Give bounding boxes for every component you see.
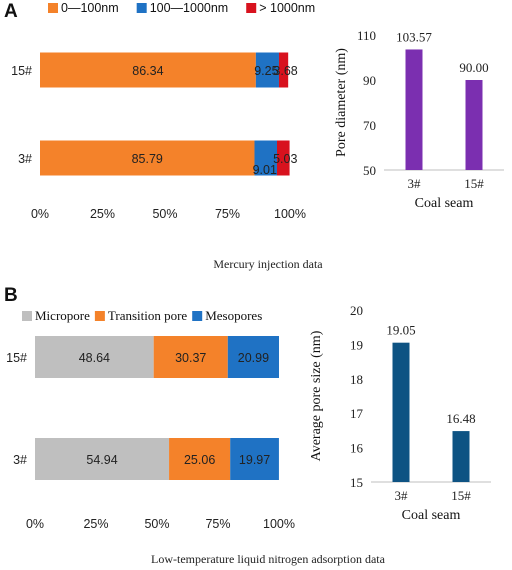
y-tick-label: 18 bbox=[350, 372, 363, 387]
y-tick-label: 15 bbox=[350, 475, 363, 490]
panel-a-letter: A bbox=[4, 1, 18, 22]
legend-swatch bbox=[48, 3, 58, 13]
y-tick-label: 110 bbox=[357, 28, 376, 43]
data-label: 20.99 bbox=[238, 351, 269, 365]
y-tick-label: 19 bbox=[350, 337, 363, 352]
x-tick-label: 75% bbox=[215, 207, 240, 221]
data-label: 54.94 bbox=[86, 453, 117, 467]
data-label: 30.37 bbox=[175, 351, 206, 365]
legend-label: > 1000nm bbox=[259, 1, 315, 15]
data-label: 9.01 bbox=[253, 163, 277, 177]
b-average-pore-size-chart: 15 16 17 18 19 20 19.05 3# 16.48 15# Coal seam Aver… bbox=[309, 303, 491, 523]
legend-swatch bbox=[136, 3, 147, 13]
bar-segment bbox=[227, 336, 279, 378]
category-label: 15# bbox=[6, 351, 27, 365]
legend-label: Micropore bbox=[35, 308, 90, 323]
x-tick-label: 75% bbox=[205, 517, 230, 531]
y-tick-label: 16 bbox=[350, 441, 364, 456]
y-tick-label: 17 bbox=[350, 406, 364, 421]
data-label: 86.34 bbox=[132, 64, 163, 78]
category-label: 15# bbox=[464, 176, 484, 191]
x-tick-label: 25% bbox=[90, 207, 115, 221]
b-stacked-bar-chart: Micropore Transition pore Mesopores 15# 48.6… bbox=[6, 308, 295, 531]
y-tick-label: 50 bbox=[363, 163, 376, 178]
data-label: 19.05 bbox=[386, 323, 415, 338]
bar-segment bbox=[277, 140, 290, 176]
y-axis-title: Average pore size (nm) bbox=[309, 330, 324, 461]
panel-a-caption: Mercury injection data bbox=[213, 257, 323, 271]
bar-segment bbox=[40, 140, 255, 176]
x-tick-label: 100% bbox=[263, 517, 295, 531]
x-axis-title: Coal seam bbox=[402, 508, 461, 523]
bar-segment bbox=[255, 52, 279, 88]
panel-b-caption: Low-temperature liquid nitrogen adsorpti… bbox=[151, 552, 386, 566]
legend-label: Mesopores bbox=[205, 308, 262, 323]
category-label: 3# bbox=[13, 453, 27, 467]
data-label: 90.00 bbox=[459, 60, 488, 75]
bar bbox=[392, 342, 410, 482]
x-tick-label: 50% bbox=[144, 517, 169, 531]
data-label: 5.03 bbox=[273, 152, 297, 166]
y-tick-label: 70 bbox=[363, 118, 376, 133]
data-label: 25.06 bbox=[184, 453, 215, 467]
data-label: 3.68 bbox=[273, 64, 297, 78]
a-pore-diameter-chart: 50 70 90 110 103.57 3# 90.00 15# Coal seam Pore d… bbox=[334, 28, 504, 211]
x-tick-label: 0% bbox=[31, 207, 49, 221]
bar-segment bbox=[169, 438, 231, 480]
category-label: 15# bbox=[11, 64, 32, 78]
data-label: 85.79 bbox=[132, 152, 163, 166]
a-stacked-bar-chart: 0—100nm 100—1000nm > 1000nm 15# 86.34 9.253.6… bbox=[11, 1, 315, 221]
category-label: 3# bbox=[395, 488, 409, 503]
bar bbox=[452, 431, 470, 482]
data-label: 9.25 bbox=[254, 64, 278, 78]
legend-label: 100—1000nm bbox=[150, 1, 229, 15]
bar-segment bbox=[35, 438, 170, 480]
legend-swatch bbox=[192, 311, 203, 321]
legend-label: Transition pore bbox=[108, 308, 188, 323]
bar-segment bbox=[254, 140, 277, 176]
bar-segment bbox=[153, 336, 228, 378]
bar-segment bbox=[35, 336, 154, 378]
x-tick-label: 0% bbox=[26, 517, 44, 531]
x-tick-label: 100% bbox=[274, 207, 306, 221]
bar-segment bbox=[40, 52, 256, 88]
y-tick-label: 20 bbox=[350, 303, 363, 318]
legend-swatch bbox=[22, 311, 32, 321]
legend-swatch bbox=[94, 311, 105, 321]
legend-swatch bbox=[246, 3, 257, 13]
bar-segment bbox=[230, 438, 279, 480]
category-label: 15# bbox=[451, 488, 471, 503]
data-label: 16.48 bbox=[446, 411, 475, 426]
data-label: 19.97 bbox=[239, 453, 270, 467]
data-label: 103.57 bbox=[396, 29, 432, 44]
panel-b-letter: B bbox=[4, 285, 18, 306]
category-label: 3# bbox=[18, 152, 32, 166]
y-axis-title: Pore diameter (nm) bbox=[334, 48, 349, 157]
y-tick-label: 90 bbox=[363, 73, 376, 88]
x-axis-title: Coal seam bbox=[415, 196, 474, 211]
x-tick-label: 50% bbox=[152, 207, 177, 221]
category-label: 3# bbox=[408, 176, 422, 191]
bar bbox=[405, 49, 423, 170]
bar bbox=[465, 80, 483, 170]
x-tick-label: 25% bbox=[83, 517, 108, 531]
bar-segment bbox=[278, 52, 289, 88]
legend-label: 0—100nm bbox=[61, 1, 119, 15]
data-label: 48.64 bbox=[79, 351, 110, 365]
